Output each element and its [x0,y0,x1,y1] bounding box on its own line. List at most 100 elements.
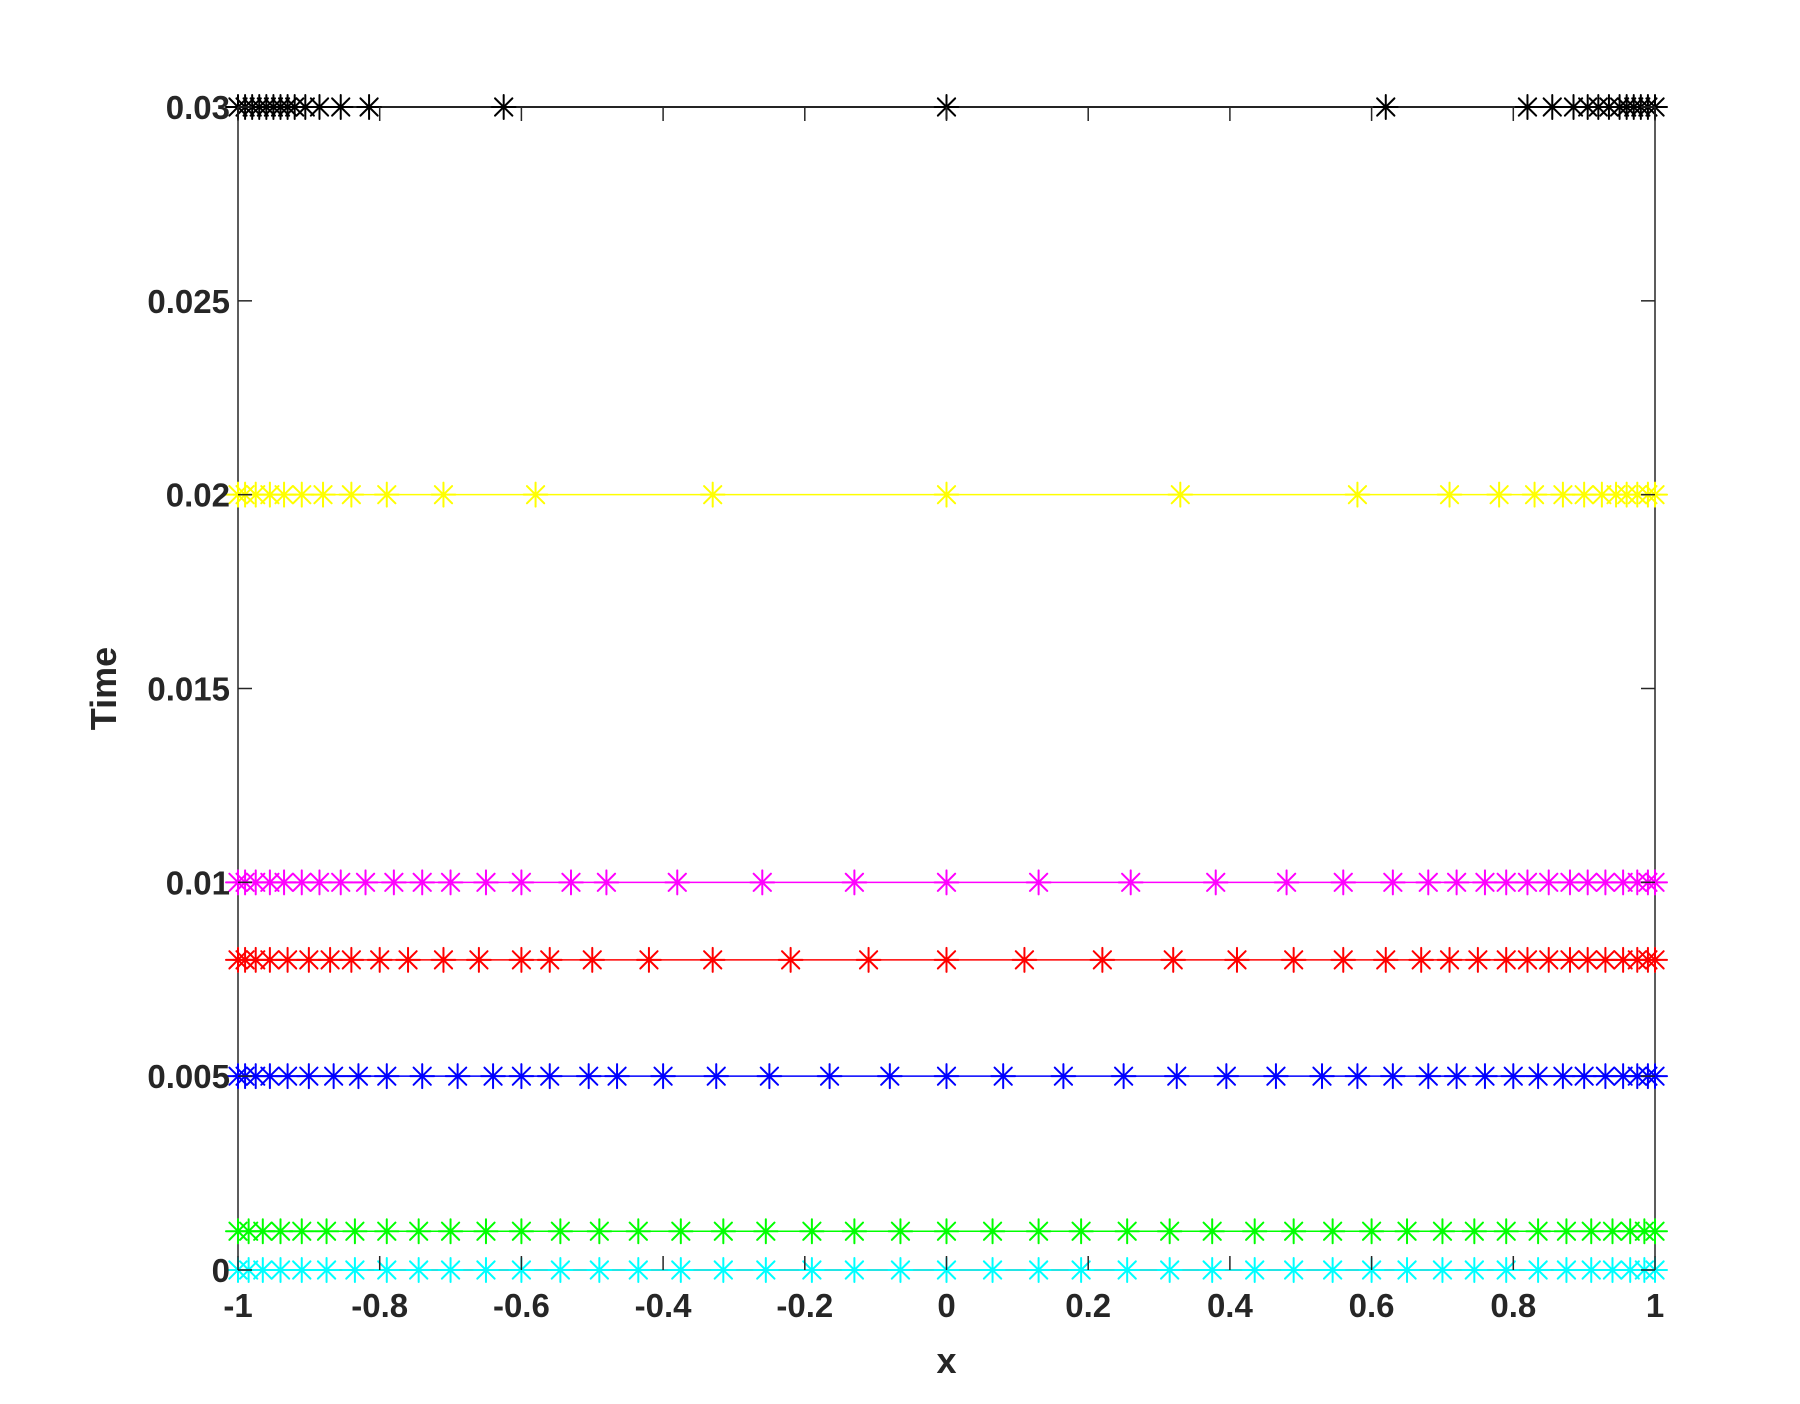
data-point [1436,946,1463,973]
data-point [1443,869,1470,896]
data-point [1163,1063,1190,1090]
data-point [313,1218,340,1245]
data-point [373,1063,400,1090]
data-point [430,946,457,973]
data-point [274,946,301,973]
data-point [1525,1218,1552,1245]
series-layer [225,94,1668,1283]
data-point [749,869,776,896]
data-point [933,481,960,508]
data-point [1610,1063,1637,1090]
data-point [437,1257,464,1283]
data-point [1114,1218,1141,1245]
data-point [373,1257,400,1283]
data-point [1443,1063,1470,1090]
data-point [1578,1218,1605,1245]
data-point [1535,869,1562,896]
data-point [536,946,563,973]
data-point [1199,1218,1226,1245]
x-tick-label: -0.8 [351,1287,408,1324]
data-point [1110,1063,1137,1090]
data-point [1549,481,1576,508]
data-point [1574,869,1601,896]
data-point [267,1257,294,1283]
data-point [1213,1063,1240,1090]
x-tick-label: 0 [937,1287,955,1324]
data-point [1319,1257,1346,1283]
data-point [1493,1218,1520,1245]
data-point [798,1257,825,1283]
data-point [472,1257,499,1283]
data-point [1011,946,1038,973]
data-point [1372,94,1399,120]
data-point [990,1063,1017,1090]
data-point [1535,946,1562,973]
data-point [292,94,319,120]
data-point [395,946,422,973]
x-tick-label: 1 [1646,1287,1664,1324]
x-tick-label: 0.8 [1490,1287,1536,1324]
x-tick-label: 0.6 [1349,1287,1395,1324]
data-point [1461,1257,1488,1283]
data-point [1642,946,1668,973]
data-point [1025,1218,1052,1245]
data-point [1408,946,1435,973]
y-tick-label: 0.02 [166,477,230,514]
data-point [1556,946,1583,973]
y-tick-label: 0.01 [166,864,230,901]
data-point [310,481,337,508]
data-point [798,1218,825,1245]
data-point [1025,869,1052,896]
data-point [313,1257,340,1283]
data-point [267,1218,294,1245]
data-point [405,1218,432,1245]
data-point [480,1063,507,1090]
data-point [288,481,315,508]
data-point [855,946,882,973]
data-point [756,1063,783,1090]
data-point [1599,1218,1626,1245]
data-point [508,1218,535,1245]
series-line [225,1063,1668,1090]
data-point [437,1218,464,1245]
data-point [1358,1218,1385,1245]
data-point [1330,946,1357,973]
series-line [225,94,1668,120]
data-point [274,1063,301,1090]
data-point [557,869,584,896]
data-point [338,481,365,508]
data-point [933,869,960,896]
data-point [1525,1063,1552,1090]
data-point [841,869,868,896]
data-point [1549,1063,1576,1090]
data-point [430,481,457,508]
data-point [341,1257,368,1283]
data-point [1280,1218,1307,1245]
data-point [1199,1257,1226,1283]
y-tick-label: 0 [212,1252,230,1289]
data-point [604,1063,631,1090]
series-line [225,1218,1668,1245]
x-tick-label: -0.6 [493,1287,550,1324]
data-point [405,1257,432,1283]
data-point [933,946,960,973]
series-line [225,1257,1668,1283]
data-point [979,1218,1006,1245]
data-point [887,1218,914,1245]
x-tick-label: -1 [223,1287,252,1324]
data-point [1050,1063,1077,1090]
data-point [933,1063,960,1090]
data-point [1493,869,1520,896]
data-point [1486,481,1513,508]
data-point [295,946,322,973]
data-point [508,1063,535,1090]
data-point [327,94,354,120]
data-point [547,1218,574,1245]
data-point [625,1218,652,1245]
data-point [575,1063,602,1090]
data-point [1344,481,1371,508]
data-point [271,481,298,508]
data-point [979,1257,1006,1283]
data-point [1241,1218,1268,1245]
axis-layer: -1 -0.8 -0.6 -0.4 -0.2 0 0.2 0.4 0.6 0.8 1 0 0.005 0.… [147,89,1664,1324]
